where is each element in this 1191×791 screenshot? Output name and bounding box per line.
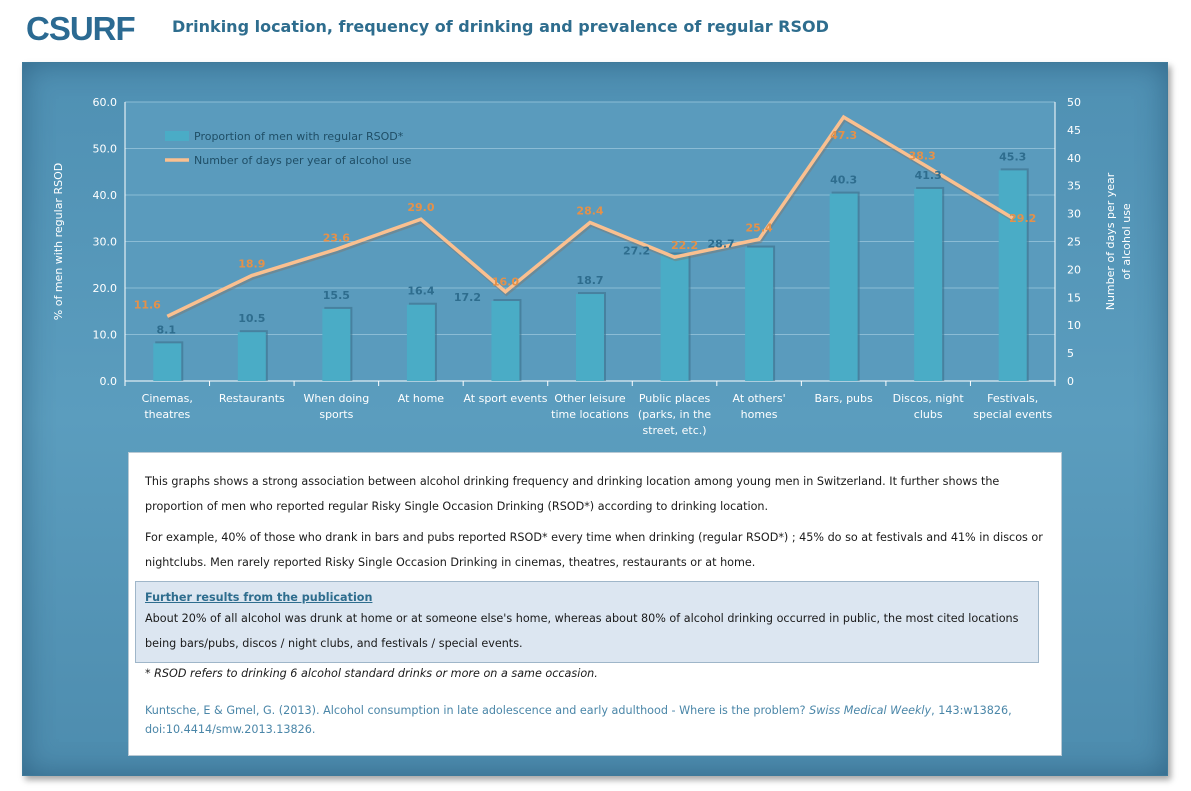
x-category-label: time locations: [551, 408, 629, 421]
line-data-label: 11.6: [134, 298, 161, 311]
y2-tick-label: 20: [1067, 263, 1081, 276]
bar: [406, 304, 435, 381]
line-data-label: 16.0: [492, 276, 519, 289]
bar: [829, 193, 858, 381]
line-data-label: 28.4: [576, 205, 603, 218]
bar-data-label: 10.5: [238, 312, 265, 325]
further-results-body: About 20% of all alcohol was drunk at ho…: [145, 612, 1019, 650]
description-paragraph-1: This graphs shows a strong association b…: [145, 475, 1000, 513]
citation-journal: Swiss Medical Weekly: [809, 704, 932, 717]
bar-data-label: 17.2: [454, 291, 481, 304]
y-tick-label: 10.0: [93, 329, 118, 342]
line-data-label: 29.0: [407, 201, 434, 214]
x-category-label: Restaurants: [219, 392, 285, 405]
y2-tick-label: 10: [1067, 319, 1081, 332]
x-category-label: Cinemas,: [142, 392, 193, 405]
bar-data-label: 45.3: [999, 150, 1026, 163]
x-category-label: Public places: [639, 392, 711, 405]
x-category-label: At home: [398, 392, 445, 405]
bar-data-label: 8.1: [157, 323, 177, 336]
csurf-logo: CSURF: [26, 10, 136, 46]
bar-data-label: 18.7: [576, 274, 603, 287]
page-title: Drinking location, frequency of drinking…: [172, 17, 829, 36]
line-data-label: 25.4: [746, 221, 773, 234]
y-tick-label: 50.0: [93, 143, 118, 156]
x-category-label: Other leisure: [554, 392, 626, 405]
x-category-label: Festivals,: [987, 392, 1038, 405]
y2-tick-label: 35: [1067, 180, 1081, 193]
bar-data-label: 40.3: [830, 174, 857, 187]
y-tick-label: 60.0: [93, 96, 118, 109]
x-category-label: Bars, pubs: [815, 392, 873, 405]
line-data-label: 38.3: [909, 149, 936, 162]
y2-axis-title: Number of days per year: [1104, 172, 1117, 310]
bar-data-label: 16.4: [407, 285, 434, 298]
x-category-label: clubs: [914, 408, 943, 421]
y2-tick-label: 15: [1067, 291, 1081, 304]
further-results-box: Further results from the publication Abo…: [135, 581, 1039, 663]
bar: [491, 301, 520, 381]
bar: [153, 343, 182, 381]
citation: Kuntsche, E & Gmel, G. (2013). Alcohol c…: [145, 701, 1045, 739]
bar-data-label: 15.5: [323, 289, 350, 302]
y2-tick-label: 30: [1067, 208, 1081, 221]
x-category-label: When doing: [303, 392, 369, 405]
y-tick-label: 40.0: [93, 189, 118, 202]
bar-data-label: 41.3: [915, 169, 942, 182]
y-tick-label: 30.0: [93, 236, 118, 249]
bar-data-label: 27.2: [623, 245, 650, 258]
x-category-label: theatres: [144, 408, 190, 421]
citation-authors: Kuntsche, E & Gmel, G. (2013). Alcohol c…: [145, 704, 806, 717]
x-category-label: At sport events: [463, 392, 547, 405]
x-category-label: special events: [973, 408, 1052, 421]
legend-line-label: Number of days per year of alcohol use: [194, 154, 412, 167]
y2-tick-label: 25: [1067, 236, 1081, 249]
bar: [322, 308, 351, 381]
rsod-footnote: * RSOD refers to drinking 6 alcohol stan…: [145, 667, 598, 680]
description-paragraph-2: For example, 40% of those who drank in b…: [145, 531, 1043, 569]
x-category-label: At others': [732, 392, 785, 405]
x-category-label: homes: [741, 408, 778, 421]
y-tick-label: 0.0: [100, 375, 118, 388]
combo-chart: 0.0 10.0 20.0 30.0 40.0 50.0 60.0 0 5 10 15 20 25 30 3…: [52, 96, 1133, 437]
y2-tick-label: 40: [1067, 152, 1081, 165]
logo-text: CSURF: [26, 10, 135, 46]
x-category-label: sports: [319, 408, 353, 421]
bar: [745, 247, 774, 381]
y2-tick-label: 50: [1067, 96, 1081, 109]
bar: [237, 332, 266, 381]
line-data-label: 47.3: [830, 129, 857, 142]
y2-tick-label: 0: [1067, 375, 1074, 388]
y-tick-label: 20.0: [93, 282, 118, 295]
legend-bar-swatch: [165, 131, 189, 141]
x-category-label: street, etc.): [642, 424, 706, 437]
y2-tick-label: 5: [1067, 347, 1074, 360]
further-results-title: Further results from the publication: [145, 591, 373, 604]
bar-data-label: 28.7: [708, 238, 735, 251]
bar: [914, 188, 943, 381]
y-axis-title: % of men with regular RSOD: [52, 163, 65, 320]
line-data-label: 18.9: [238, 258, 265, 271]
y2-tick-label: 45: [1067, 124, 1081, 137]
bar: [998, 170, 1027, 381]
bar: [576, 294, 604, 381]
citation-details: , 143:w13826, doi:10.4414/smw.2013.13826…: [145, 704, 1012, 736]
x-category-label: (parks, in the: [638, 408, 711, 421]
y2-axis-title: of alcohol use: [1120, 203, 1133, 280]
line-data-label: 29.2: [1009, 212, 1036, 225]
line-data-label: 22.2: [671, 239, 698, 252]
line-data-label: 23.6: [323, 231, 350, 244]
line-series: [166, 114, 1014, 318]
bar: [660, 254, 689, 381]
legend-bar-label: Proportion of men with regular RSOD*: [194, 130, 404, 143]
description-box: This graphs shows a strong association b…: [128, 452, 1062, 756]
x-category-label: Discos, night: [893, 392, 965, 405]
